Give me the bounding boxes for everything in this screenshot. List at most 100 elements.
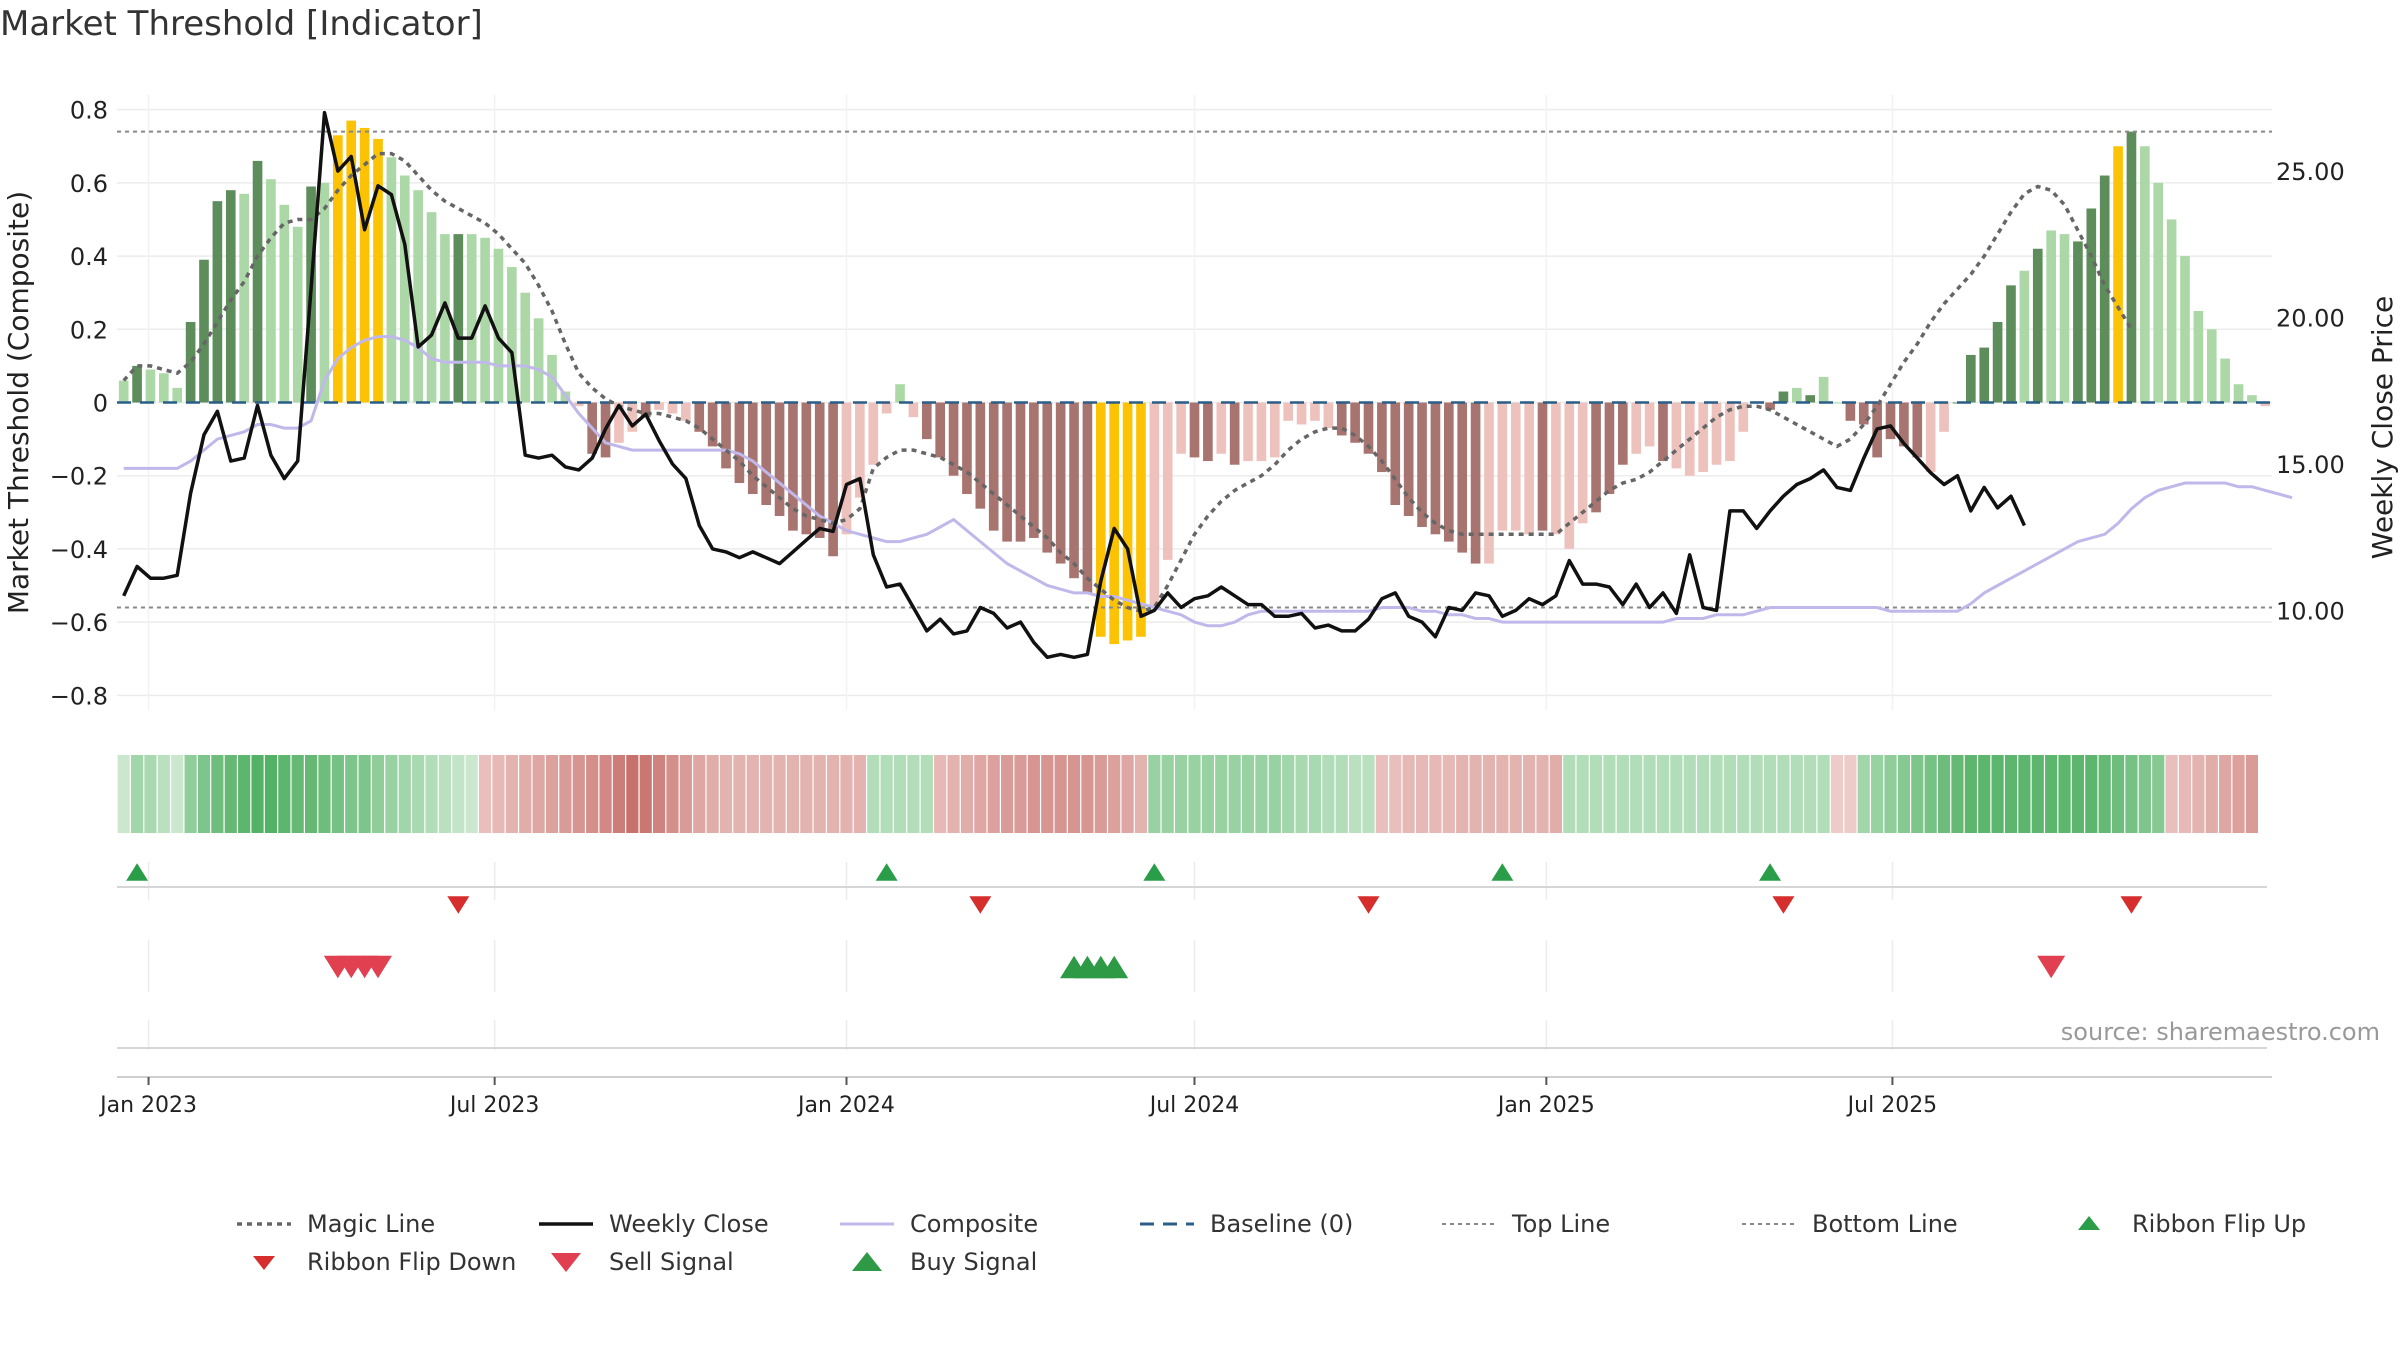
x-tick-label: Jul 2025	[1846, 1093, 1938, 1118]
threshold-bar	[1470, 402, 1481, 564]
threshold-bar	[1858, 402, 1869, 425]
ribbon-cell	[867, 755, 880, 833]
magic-line	[122, 151, 2133, 614]
legend-label: Magic Line	[307, 1210, 436, 1238]
ribbon-cell	[1978, 755, 1991, 833]
threshold-bar	[948, 402, 959, 476]
ribbon-cell	[706, 755, 719, 833]
ribbon-cell	[1897, 755, 1911, 833]
threshold-bar	[1443, 402, 1454, 542]
ribbon-cell	[385, 755, 398, 833]
threshold-bar	[239, 193, 249, 403]
ribbon-cell	[171, 755, 184, 833]
legend-label: Bottom Line	[1812, 1210, 1958, 1238]
ribbon-cell	[1041, 755, 1054, 833]
threshold-bar	[841, 402, 852, 535]
y-right-tick-label: 25.00	[2276, 158, 2345, 186]
y-left-tick-label: 0	[93, 390, 108, 418]
threshold-bar	[1725, 402, 1735, 462]
ribbon-cell	[1482, 755, 1496, 833]
threshold-bar	[1082, 402, 1093, 593]
legend-item-composite: Composite	[838, 1210, 1038, 1238]
ribbon-flip-up-marker	[875, 863, 898, 881]
threshold-bar	[1885, 402, 1896, 440]
threshold-bar	[132, 365, 142, 403]
ribbon-cell	[559, 755, 572, 833]
threshold-bar	[627, 402, 638, 432]
legend-swatch-baseline	[1140, 1222, 1194, 1226]
threshold-bar	[1417, 402, 1427, 527]
y-left-tick-label: −0.8	[50, 682, 108, 710]
threshold-bar	[1484, 402, 1494, 564]
legend-swatch-bottom-line	[1742, 1223, 1796, 1225]
ribbon-cell	[2219, 755, 2232, 833]
threshold-bar	[1925, 402, 1936, 473]
threshold-bar	[212, 201, 223, 403]
threshold-bar	[1631, 402, 1642, 454]
ribbon-cell	[304, 755, 318, 833]
y-left-tick-label: 0.6	[70, 170, 108, 198]
threshold-bar	[266, 179, 276, 403]
ribbon-cell	[1549, 755, 1562, 833]
composite-line	[123, 335, 2293, 628]
threshold-bar	[480, 237, 490, 403]
threshold-bar	[2233, 384, 2244, 403]
ribbon-cell	[425, 755, 438, 833]
legend-item-ribbon-flip-up: Ribbon Flip Up	[2060, 1210, 2306, 1238]
ribbon-cell	[211, 755, 224, 833]
legend-label: Composite	[910, 1210, 1039, 1238]
legend-item-baseline: Baseline (0)	[1138, 1210, 1353, 1238]
threshold-bar	[788, 402, 798, 531]
y-right-axis-label: Weekly Close Price	[2366, 296, 2399, 559]
ribbon-cell	[2245, 755, 2259, 833]
source-text: source: sharemaestro.com	[2061, 1018, 2380, 1046]
legend-label: Weekly Close	[609, 1210, 769, 1238]
threshold-bar	[1604, 402, 1615, 495]
threshold-bar	[1042, 402, 1053, 553]
threshold-bar	[667, 402, 678, 414]
threshold-bar	[1711, 402, 1722, 465]
threshold-bar	[1618, 402, 1628, 465]
ribbon-cell	[1763, 755, 1777, 833]
threshold-bar	[721, 402, 731, 469]
threshold-bar	[868, 402, 879, 465]
threshold-bar	[172, 387, 183, 403]
ribbon-cell	[2004, 755, 2018, 833]
threshold-bar	[814, 402, 825, 538]
threshold-bar	[1403, 402, 1414, 516]
threshold-bar	[694, 402, 705, 432]
ribbon-cell	[719, 755, 733, 833]
threshold-bar	[774, 402, 785, 516]
ribbon-cell	[1951, 755, 1964, 833]
ribbon-cell	[693, 755, 706, 833]
threshold-bar	[507, 267, 517, 403]
threshold-bar	[1055, 402, 1066, 564]
threshold-bar	[413, 190, 423, 403]
ribbon-cell	[987, 755, 1000, 833]
threshold-bar	[1095, 402, 1106, 637]
ribbon-cell	[1857, 755, 1870, 833]
ribbon-flip-down-marker	[1357, 896, 1380, 914]
threshold-bar	[895, 384, 905, 403]
legend-swatch-composite	[840, 1222, 894, 1226]
threshold-bar	[1256, 402, 1267, 462]
threshold-bar	[118, 380, 129, 403]
threshold-bar	[734, 402, 745, 484]
ribbon-cell	[1027, 755, 1040, 833]
ribbon-cell	[2138, 755, 2151, 833]
threshold-bar	[1765, 402, 1775, 410]
ribbon-cell	[1161, 755, 1174, 833]
ribbon-cell	[1777, 755, 1790, 833]
threshold-bar	[1243, 402, 1253, 462]
legend-label: Ribbon Flip Up	[2132, 1210, 2307, 1238]
threshold-bar	[1591, 402, 1601, 513]
ribbon-cell	[1375, 755, 1388, 833]
threshold-bar	[1912, 402, 1923, 458]
threshold-bar	[159, 373, 169, 403]
threshold-bar	[2153, 182, 2164, 403]
threshold-bar	[908, 402, 919, 418]
threshold-bar	[1551, 402, 1561, 535]
ribbon-cell	[345, 755, 358, 833]
ribbon-cell	[2058, 755, 2071, 833]
